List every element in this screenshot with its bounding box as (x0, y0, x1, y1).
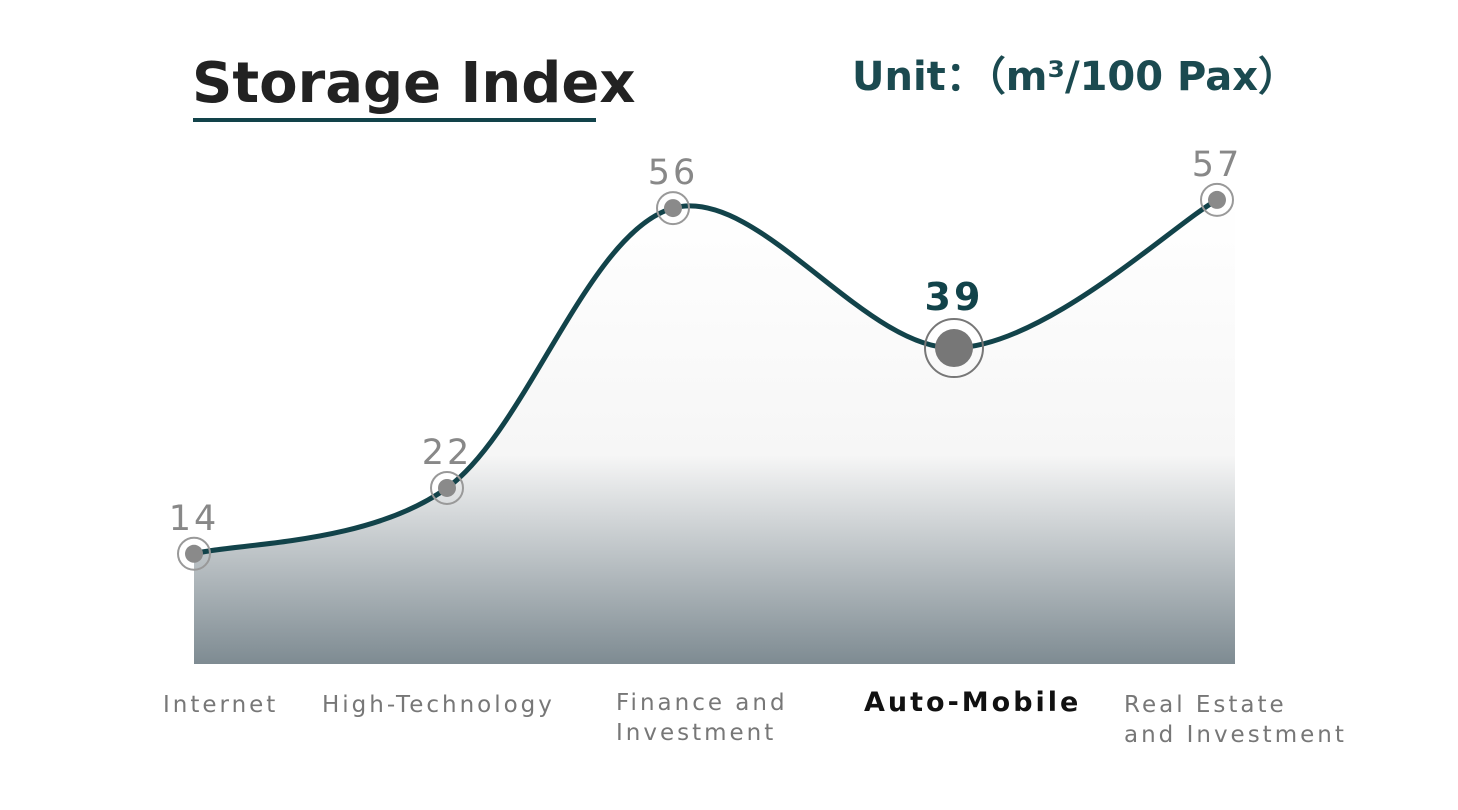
point (438, 478, 456, 497)
point (935, 329, 973, 368)
point (185, 544, 203, 563)
point-ring (1200, 182, 1234, 217)
point-ring (656, 191, 690, 226)
category-label: Internet (163, 692, 279, 718)
category-label: Real Estate and Investment (1124, 692, 1347, 748)
value-label: 14 (169, 499, 220, 539)
area-fill (194, 199, 1235, 664)
unit-label: Unit：（m³/100 Pax） (852, 54, 1298, 100)
chart-title: Storage Index (192, 51, 635, 116)
point (664, 199, 682, 218)
category-label: High-Technology (322, 692, 555, 718)
value-label: 22 (422, 433, 473, 473)
point-ring (924, 318, 984, 379)
point-ring (430, 470, 464, 505)
category-label: Auto-Mobile (864, 687, 1082, 718)
category-label: Finance and Investment (616, 690, 788, 746)
value-label: 39 (925, 275, 984, 319)
point-ring (177, 536, 211, 571)
point (1208, 190, 1226, 209)
value-label: 56 (648, 153, 699, 193)
value-label: 57 (1192, 145, 1243, 185)
